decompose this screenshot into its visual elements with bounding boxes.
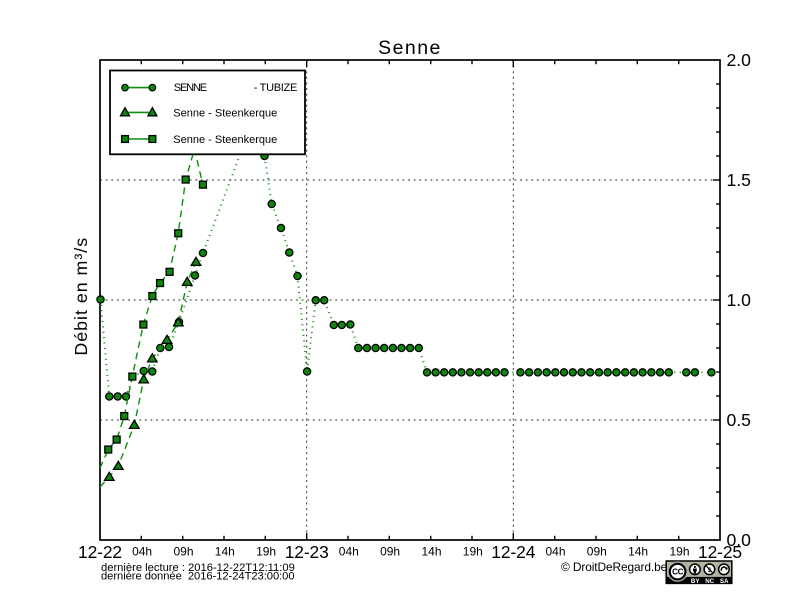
svg-text:09h: 09h — [380, 544, 400, 558]
svg-text:09h: 09h — [173, 544, 193, 558]
svg-text:12-22: 12-22 — [78, 542, 122, 562]
svg-text:12-24: 12-24 — [491, 542, 535, 562]
svg-text:© DroitDeRegard.be: © DroitDeRegard.be — [561, 560, 668, 574]
svg-text:19h: 19h — [463, 544, 483, 558]
svg-text:BY: BY — [691, 578, 700, 585]
svg-text:0.5: 0.5 — [727, 410, 752, 430]
svg-text:1.0: 1.0 — [727, 290, 752, 310]
svg-text:04h: 04h — [545, 544, 565, 558]
svg-text:04h: 04h — [339, 544, 359, 558]
svg-text:SENNE: SENNE — [174, 82, 207, 94]
svg-text:04h: 04h — [132, 544, 152, 558]
svg-text:- TUBIZE: - TUBIZE — [254, 82, 297, 94]
svg-text:14h: 14h — [628, 544, 648, 558]
svg-text:09h: 09h — [587, 544, 607, 558]
svg-text:2.0: 2.0 — [727, 50, 752, 70]
svg-text:dernière lecture : 2016-12-22T: dernière lecture : 2016-12-22T12:11:09 — [101, 562, 295, 574]
svg-text:CC: CC — [672, 567, 683, 576]
svg-text:dernière donnée 2016-12-24T23: dernière donnée 2016-12-24T23:00:00 — [101, 570, 295, 582]
svg-text:$: $ — [708, 567, 712, 574]
svg-text:NC: NC — [705, 578, 714, 585]
svg-text:14h: 14h — [421, 544, 441, 558]
svg-text:1.5: 1.5 — [727, 170, 752, 190]
svg-text:Senne - Steenkerque: Senne - Steenkerque — [173, 108, 277, 120]
svg-text:19h: 19h — [669, 544, 689, 558]
svg-text:Débit en m³/s: Débit en m³/s — [71, 237, 91, 356]
svg-text:12-25: 12-25 — [698, 542, 742, 562]
svg-text:Senne - Steenkerque: Senne - Steenkerque — [173, 134, 277, 146]
svg-text:19h: 19h — [256, 544, 276, 558]
svg-text:Senne: Senne — [378, 37, 442, 59]
svg-text:SA: SA — [720, 578, 729, 585]
svg-text:12-23: 12-23 — [285, 542, 329, 562]
svg-text:14h: 14h — [215, 544, 235, 558]
svg-text:0.0: 0.0 — [727, 530, 752, 550]
